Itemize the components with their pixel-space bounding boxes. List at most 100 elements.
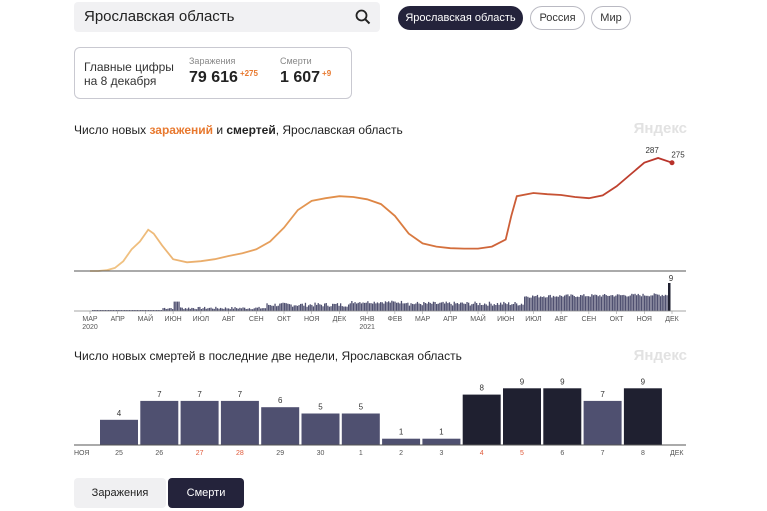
toggle-cases[interactable]: Заражения xyxy=(74,478,166,508)
deaths-mini-bar xyxy=(165,309,167,311)
search-icon[interactable] xyxy=(355,9,371,25)
deaths-mini-bar xyxy=(466,302,468,311)
deaths-mini-bar xyxy=(298,305,300,311)
tab-yaroslavl-region[interactable]: Ярославская область xyxy=(398,6,523,30)
deaths-mini-bar xyxy=(413,304,415,311)
deaths-mini-bar xyxy=(600,296,603,311)
deaths-label: Смерти xyxy=(280,56,312,66)
deaths-mini-bar xyxy=(549,294,551,311)
deaths-mini-bar xyxy=(508,302,510,311)
deaths-mini-bar xyxy=(309,304,311,311)
deaths-mini-bar xyxy=(322,306,324,311)
deaths-mini-bar xyxy=(216,308,219,311)
deaths-mini-bar xyxy=(544,297,547,311)
deaths-mini-bar xyxy=(532,295,534,311)
deaths-mini-bar xyxy=(559,295,561,311)
toggle-deaths[interactable]: Смерти xyxy=(168,478,244,508)
deaths-mini-bar xyxy=(320,304,323,311)
cases-label: Заражения xyxy=(189,56,236,66)
deaths-mini-bar xyxy=(652,295,654,311)
deaths-mini-bar xyxy=(194,308,196,311)
deaths-mini-bar xyxy=(293,305,295,311)
deaths-mini-bar xyxy=(384,301,387,311)
deaths-mini-bar xyxy=(420,304,422,311)
deaths-mini-bar xyxy=(456,303,459,311)
deaths-mini-bar xyxy=(368,303,371,311)
deaths-mini-bar xyxy=(648,296,651,311)
death-bar-category: 25 xyxy=(115,450,123,457)
deaths-mini-bar xyxy=(258,306,260,311)
tab-world[interactable]: Мир xyxy=(591,6,631,30)
deaths-mini-bar xyxy=(220,307,222,311)
deaths-mini-bar xyxy=(482,304,484,311)
deaths-mini-bar xyxy=(224,307,227,311)
deaths-mini-bar xyxy=(144,310,147,311)
deaths-mini-bar xyxy=(180,307,182,311)
deaths-mini-bar xyxy=(359,302,361,311)
death-bar xyxy=(341,413,380,445)
deaths-mini-bar xyxy=(632,294,635,311)
deaths-mini-bar xyxy=(536,294,539,311)
deaths-mini-bar xyxy=(461,302,463,311)
deaths-mini-bar xyxy=(248,308,251,311)
deaths-mini-bar xyxy=(104,310,107,311)
deaths-mini-bar xyxy=(584,296,587,311)
search-input-value[interactable]: Ярославская область xyxy=(84,8,235,25)
deaths-mini-bar xyxy=(511,304,513,311)
deaths-mini-bar xyxy=(538,297,540,311)
deaths-mini-bar xyxy=(128,310,131,311)
deaths-mini-bar xyxy=(463,303,465,311)
deaths-mini-bar xyxy=(349,303,351,311)
deaths-mini-bar xyxy=(440,302,443,311)
deaths-mini-bar xyxy=(500,302,502,311)
deaths-mini-bar xyxy=(607,295,609,311)
deaths-bar-chart: 4 7 7 7 6 5 5 1 1 8 9 9 7 9 25 26 27 28 29 30 1 2 3 4 5 6 7 8 НОЯ ДЕ… xyxy=(74,377,686,457)
deaths-mini-bar xyxy=(316,304,318,311)
deaths-mini-bar xyxy=(269,305,271,311)
deaths-mini-bar xyxy=(655,293,657,311)
deaths-mini-bar xyxy=(93,310,95,311)
search-input[interactable]: Ярославская область xyxy=(74,2,380,32)
deaths-mini-bar xyxy=(341,306,343,311)
deaths-mini-bar xyxy=(204,306,206,311)
deaths-mini-bar xyxy=(189,308,191,311)
cases-value-label: 275 xyxy=(671,151,685,160)
chart1-tick-label: ИЮЛ xyxy=(193,316,210,323)
deaths-mini-bar xyxy=(663,295,665,311)
deaths-mini-bar xyxy=(141,310,143,311)
deaths-mini-bar xyxy=(232,308,235,311)
deaths-mini-bar xyxy=(490,303,492,311)
deaths-mini-bar xyxy=(484,303,486,311)
chart1-tick-label: ИЮЛ xyxy=(525,316,542,323)
deaths-mini-bar xyxy=(391,300,393,311)
deaths-mini-bar xyxy=(383,303,385,311)
deaths-mini-bar xyxy=(103,310,105,311)
deaths-mini-bar xyxy=(583,294,585,311)
deaths-mini-bar xyxy=(589,296,591,311)
deaths-mini-bar xyxy=(402,303,404,311)
deaths-mini-bar xyxy=(119,310,121,311)
deaths-mini-bar xyxy=(148,310,150,311)
tab-russia[interactable]: Россия xyxy=(530,6,585,30)
chart2-month-end: ДЕК xyxy=(670,450,684,457)
deaths-block: Смерти 1 607 +9 xyxy=(280,56,331,87)
summary-title-line2: на 8 декабря xyxy=(84,74,157,88)
deaths-mini-bar xyxy=(528,297,531,311)
deaths-mini-bar xyxy=(124,310,126,311)
deaths-mini-bar xyxy=(429,302,431,311)
deaths-mini-bar xyxy=(492,305,494,311)
deaths-mini-bar xyxy=(551,297,553,311)
deaths-mini-bar xyxy=(109,310,111,311)
deaths-mini-bar xyxy=(240,308,243,311)
deaths-mini-bar xyxy=(596,294,598,311)
deaths-mini-bar xyxy=(319,304,321,311)
deaths-mini-bar xyxy=(535,296,537,311)
deaths-mini-bar xyxy=(562,296,564,311)
death-bar-category: 1 xyxy=(359,450,363,457)
cases-value-label: 287 xyxy=(645,146,659,155)
death-bar-value: 5 xyxy=(318,403,323,412)
deaths-mini-bar xyxy=(300,303,302,311)
deaths-mini-bar xyxy=(376,302,379,311)
deaths-mini-bar xyxy=(479,302,481,311)
death-bar-value: 9 xyxy=(560,377,565,386)
